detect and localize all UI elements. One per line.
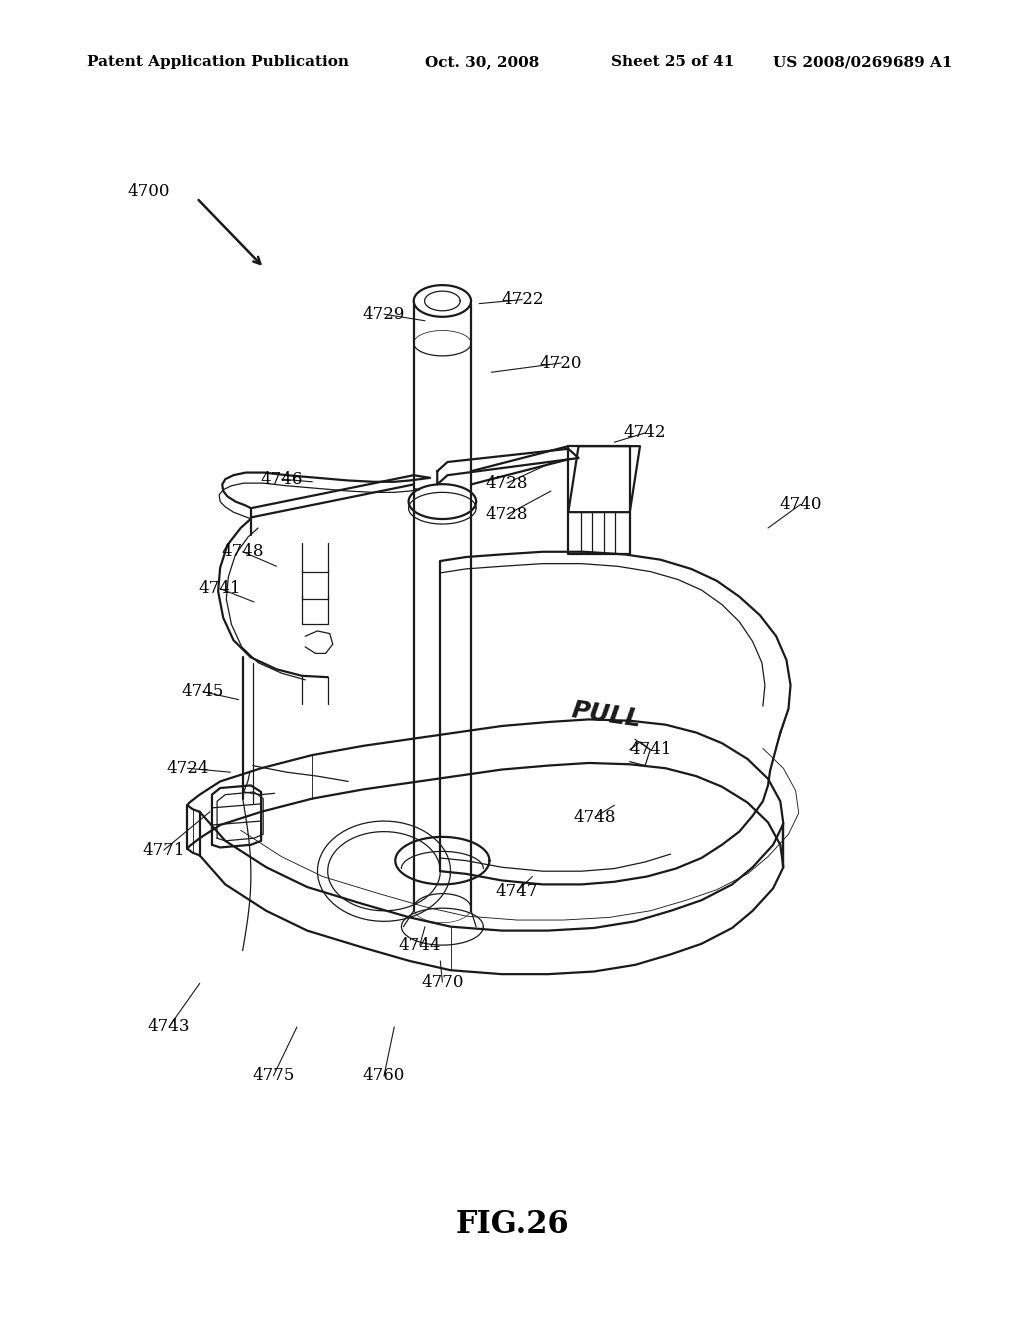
Text: PULL: PULL [569, 698, 643, 733]
Text: 4760: 4760 [362, 1068, 406, 1084]
Text: 4745: 4745 [181, 684, 224, 700]
Text: 4729: 4729 [362, 306, 406, 322]
Text: 4700: 4700 [127, 183, 170, 199]
Text: 4748: 4748 [221, 544, 264, 560]
Text: Patent Application Publication: Patent Application Publication [87, 55, 349, 70]
Text: 4743: 4743 [147, 1019, 190, 1035]
Text: 4728: 4728 [485, 475, 528, 491]
Text: 4747: 4747 [496, 883, 539, 899]
Text: Sheet 25 of 41: Sheet 25 of 41 [611, 55, 734, 70]
Text: FIG.26: FIG.26 [456, 1209, 568, 1241]
Text: 4728: 4728 [485, 507, 528, 523]
Text: 4741: 4741 [199, 581, 242, 597]
Text: 4740: 4740 [779, 496, 822, 512]
Text: 4771: 4771 [142, 842, 185, 858]
Text: 4744: 4744 [398, 937, 441, 953]
Text: US 2008/0269689 A1: US 2008/0269689 A1 [773, 55, 952, 70]
Text: 4748: 4748 [573, 809, 616, 825]
Text: 4724: 4724 [166, 760, 209, 776]
Text: 4722: 4722 [501, 292, 544, 308]
Text: 4741: 4741 [629, 742, 672, 758]
Text: Oct. 30, 2008: Oct. 30, 2008 [425, 55, 540, 70]
Text: 4775: 4775 [252, 1068, 295, 1084]
Text: 4746: 4746 [260, 471, 303, 487]
Text: 4770: 4770 [421, 974, 464, 990]
Text: 4720: 4720 [540, 355, 583, 371]
Text: 4742: 4742 [624, 425, 667, 441]
